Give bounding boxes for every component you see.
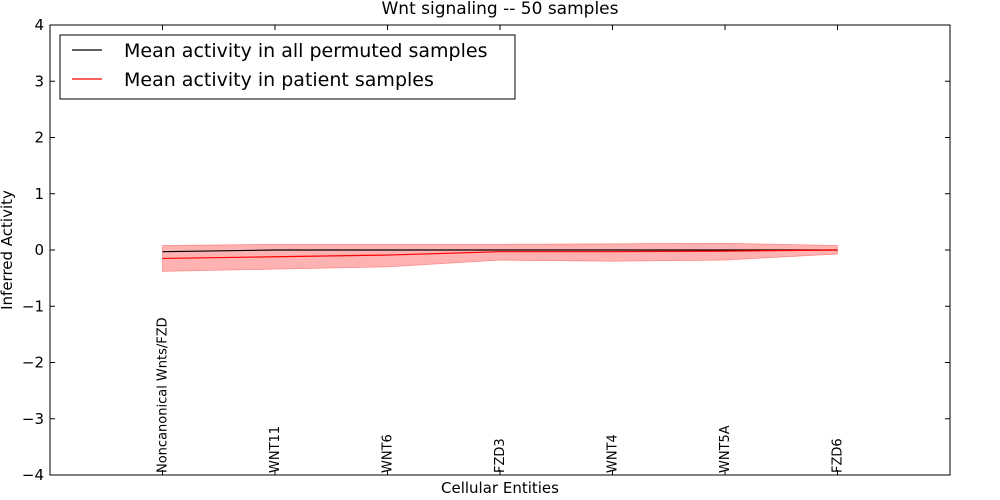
y-tick-label: 4 bbox=[34, 16, 44, 34]
y-tick-label: 0 bbox=[34, 241, 44, 259]
permuted-mean-line bbox=[162, 249, 838, 253]
y-axis: 4 3 2 1 0 −1 −2 −3 −4 bbox=[22, 16, 950, 484]
category-label: Noncanonical Wnts/FZD bbox=[156, 317, 171, 473]
legend-label-patient: Mean activity in patient samples bbox=[124, 69, 434, 91]
y-tick-label: −3 bbox=[22, 410, 44, 428]
category-label: FZD6 bbox=[831, 438, 846, 473]
category-label: WNT4 bbox=[606, 434, 621, 473]
category-label: WNT6 bbox=[381, 434, 396, 473]
x-axis-label: Cellular Entities bbox=[441, 479, 559, 497]
legend: Mean activity in all permuted samples Me… bbox=[59, 34, 516, 100]
category-label: FZD3 bbox=[493, 438, 508, 473]
chart-title: Wnt signaling -- 50 samples bbox=[381, 0, 618, 19]
category-label: WNT11 bbox=[268, 426, 283, 473]
patient-mean-line bbox=[162, 249, 838, 260]
y-tick-label: 1 bbox=[34, 185, 44, 203]
legend-label-permuted: Mean activity in all permuted samples bbox=[124, 40, 487, 62]
y-tick-label: −1 bbox=[22, 297, 44, 315]
y-tick-label: 3 bbox=[34, 72, 44, 90]
legend-box bbox=[59, 34, 516, 100]
y-tick-label: −4 bbox=[22, 466, 44, 484]
y-axis-label: Inferred Activity bbox=[0, 190, 16, 310]
x-axis-category-labels: Noncanonical Wnts/FZD WNT11 WNT6 FZD3 WNT4 WN… bbox=[156, 25, 846, 475]
y-tick-label: 2 bbox=[34, 129, 44, 147]
y-tick-label: −2 bbox=[22, 354, 44, 372]
series-lines-layer bbox=[162, 249, 838, 260]
category-label: WNT5A bbox=[718, 425, 733, 473]
